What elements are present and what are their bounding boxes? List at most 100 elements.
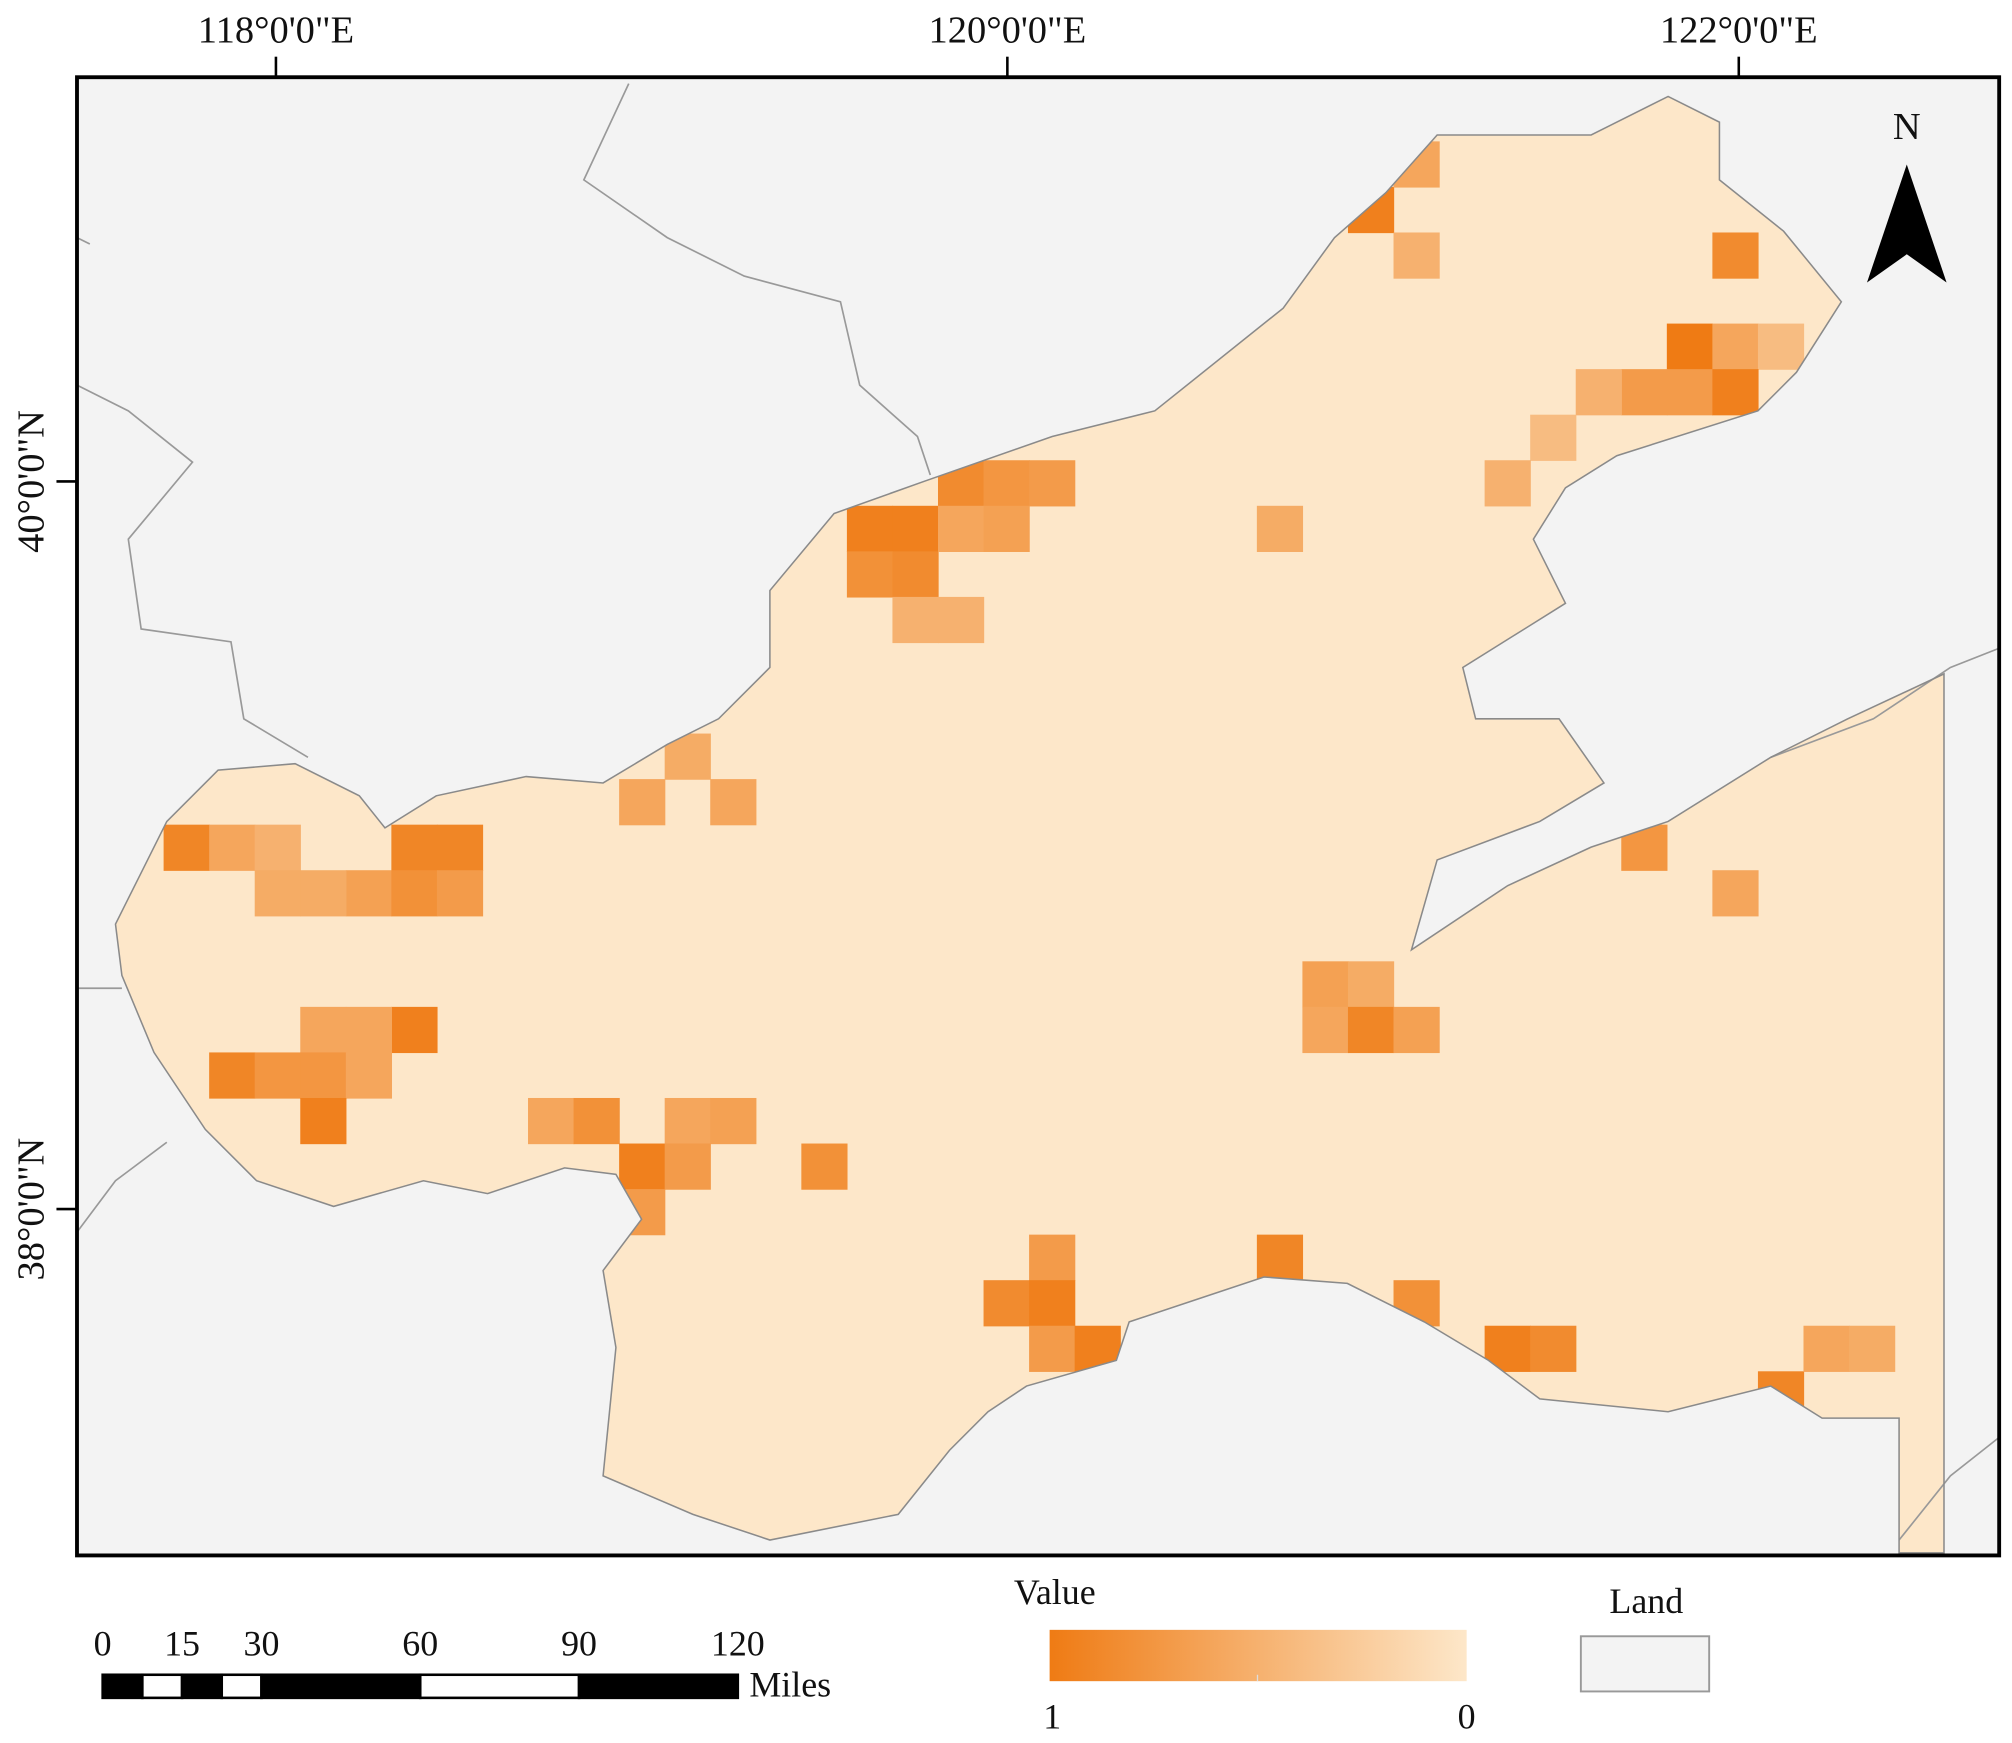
- raster: [163, 141, 1896, 1418]
- raster-cell: [1621, 369, 1668, 416]
- raster-cell: [710, 779, 757, 826]
- north-label: N: [1893, 106, 1921, 148]
- land-legend-title: Land: [1609, 1581, 1683, 1621]
- raster-cell: [300, 870, 347, 917]
- raster-cell: [254, 1052, 301, 1099]
- raster-cell: [1530, 414, 1577, 461]
- map-body: [76, 83, 2000, 1554]
- raster-cell: [1256, 505, 1304, 552]
- legend-high: 1: [1043, 1697, 1061, 1737]
- raster-cell: [1666, 369, 1714, 416]
- north-arrow-shape: [1867, 164, 1947, 283]
- scale-label: 120: [711, 1624, 765, 1664]
- raster-cell: [892, 596, 939, 644]
- raster-cell: [345, 1052, 393, 1099]
- raster-cell: [436, 824, 484, 871]
- scale-segment: [577, 1673, 740, 1700]
- raster-cell: [892, 551, 939, 598]
- raster-cell: [664, 1143, 711, 1190]
- raster-cell: [1393, 232, 1440, 279]
- boundaries: [76, 83, 2000, 1541]
- raster-cell: [892, 505, 939, 552]
- coastline: [114, 95, 1945, 1554]
- scale-segment: [101, 1673, 144, 1700]
- raster-cell: [254, 824, 301, 871]
- scale-label: 30: [243, 1624, 279, 1664]
- raster-cell: [983, 460, 1030, 507]
- graticule: 118°0'0"E 120°0'0"E 122°0'0"E 40°0'0"N 38°0'…: [11, 10, 1818, 1281]
- scale-segment: [418, 1673, 581, 1700]
- raster-cell: [391, 870, 438, 917]
- scale-bar: Miles 0 15 30 60 90 120: [94, 1624, 831, 1705]
- raster-cell: [1302, 961, 1349, 1008]
- scale-unit: Miles: [749, 1665, 831, 1705]
- raster-cell: [254, 870, 301, 917]
- scale-label: 90: [561, 1624, 597, 1664]
- raster-cell: [1666, 323, 1714, 370]
- scale-label: 60: [402, 1624, 438, 1664]
- legend: Value 1 0 Land: [1014, 1572, 1711, 1737]
- raster-cell: [983, 1280, 1030, 1327]
- raster-cell: [619, 1143, 666, 1190]
- raster-cell: [1393, 1006, 1440, 1054]
- raster-cell: [619, 779, 666, 826]
- raster-cell: [801, 1143, 848, 1190]
- raster-cell: [1712, 369, 1759, 416]
- raster-cell: [300, 1006, 347, 1054]
- raster-cell: [1757, 323, 1805, 370]
- raster-cell: [1347, 1006, 1395, 1054]
- lat-label: 40°0'0"N: [11, 410, 53, 553]
- legend-title: Value: [1014, 1572, 1096, 1612]
- raster-cell: [345, 1006, 393, 1054]
- raster-cell: [573, 1097, 620, 1145]
- scale-label: 15: [164, 1624, 200, 1664]
- raster-cell: [1803, 1325, 1850, 1372]
- scale-segment: [141, 1673, 184, 1700]
- lon-label: 122°0'0"E: [1660, 10, 1818, 52]
- raster-cell: [710, 1097, 757, 1145]
- raster-cell: [163, 824, 210, 871]
- raster-cell: [1029, 1325, 1076, 1372]
- scale-segment: [260, 1673, 422, 1700]
- north-arrow: N: [1867, 106, 1947, 283]
- raster-cell: [1029, 1234, 1076, 1281]
- raster-cell: [1712, 323, 1759, 370]
- land-swatch: [1579, 1635, 1711, 1693]
- legend-low: 0: [1458, 1697, 1476, 1737]
- map-frame: [75, 75, 2002, 1558]
- raster-cell: [1302, 1006, 1349, 1054]
- raster-cell: [1849, 1325, 1896, 1372]
- raster-cell: [937, 505, 985, 552]
- raster-cell: [436, 870, 484, 917]
- raster-cell: [1712, 870, 1759, 917]
- lat-label: 38°0'0"N: [11, 1138, 53, 1281]
- raster-cell: [1029, 1280, 1076, 1327]
- scale-label: 0: [94, 1624, 112, 1664]
- raster-cell: [1575, 369, 1622, 416]
- raster-cell: [391, 824, 438, 871]
- raster-cell: [983, 505, 1030, 552]
- raster-cell: [1029, 460, 1076, 507]
- raster-cell: [1530, 1325, 1577, 1372]
- raster-cell: [664, 1097, 711, 1145]
- scale-segment: [220, 1673, 263, 1700]
- raster-cell: [209, 824, 256, 871]
- raster-cell: [1256, 1234, 1304, 1281]
- lon-label: 118°0'0"E: [198, 10, 354, 52]
- raster-cell: [1712, 232, 1759, 279]
- raster-cell: [937, 596, 985, 644]
- raster-cell: [345, 870, 393, 917]
- raster-cell: [1347, 961, 1395, 1008]
- raster-cell: [846, 551, 894, 598]
- raster-cell: [391, 1006, 438, 1054]
- raster-cell: [300, 1052, 347, 1099]
- legend-gradient: [1049, 1629, 1467, 1682]
- scale-segment: [180, 1673, 224, 1700]
- raster-cell: [1484, 460, 1531, 507]
- raster-cell: [209, 1052, 256, 1099]
- lon-label: 120°0'0"E: [928, 10, 1086, 52]
- raster-cell: [846, 505, 894, 552]
- raster-cell: [300, 1097, 347, 1145]
- raster-cell: [528, 1097, 575, 1145]
